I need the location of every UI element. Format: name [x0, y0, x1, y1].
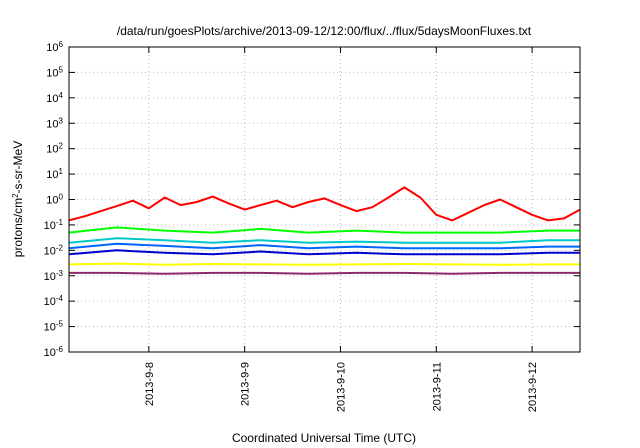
- y-tick-exponent: 6: [59, 40, 64, 49]
- y-tick-label: 10-1: [44, 217, 64, 232]
- y-tick-label: 10-6: [44, 345, 64, 360]
- chart-title: /data/run/goesPlots/archive/2013-09-12/1…: [117, 24, 532, 38]
- y-tick-base: 10: [44, 322, 56, 334]
- x-tick-label: 2013-9-9: [240, 362, 252, 406]
- y-tick-label: 101: [46, 167, 63, 182]
- y-tick-exponent: 3: [59, 116, 64, 125]
- y-tick-label: 10-2: [44, 243, 64, 257]
- y-tick-base: 10: [46, 144, 58, 156]
- y-tick-base: 10: [46, 67, 58, 79]
- y-tick-exponent: 1: [59, 167, 64, 176]
- series-line: [68, 237, 580, 244]
- x-tick-label: 2013-9-10: [335, 362, 347, 412]
- series-line: [68, 242, 580, 250]
- x-tick-label: 2013-9-12: [527, 362, 539, 412]
- series-line: [68, 226, 580, 234]
- y-tick-base: 10: [44, 347, 56, 359]
- y-axis-label: protons/cm2-s-sr-MeV: [11, 141, 26, 257]
- y-tick-base: 10: [44, 271, 56, 283]
- y-tick-exponent: 0: [59, 192, 64, 201]
- y-axis-label-pre: protons/cm: [11, 198, 25, 257]
- series-lines: [68, 186, 581, 275]
- y-axis-label-sup: 2: [11, 193, 20, 198]
- y-tick-exponent: 2: [59, 141, 64, 150]
- grid-lines: [69, 47, 580, 352]
- y-tick-exponent: -1: [56, 217, 64, 226]
- y-tick-label: 10-3: [44, 268, 64, 283]
- y-tick-label: 106: [46, 40, 63, 55]
- y-axis-label-post: -s-sr-MeV: [11, 141, 25, 194]
- y-tick-exponent: -3: [56, 268, 64, 277]
- series-line: [68, 186, 581, 222]
- y-tick-label: 10-5: [44, 319, 64, 334]
- y-tick-label: 102: [46, 141, 63, 156]
- x-axis-ticks: 2013-9-8 2013-9-9 2013-9-10 2013-9-11 2013-9…: [144, 47, 539, 412]
- y-tick-base: 10: [44, 296, 56, 308]
- x-tick-label: 2013-9-8: [144, 362, 156, 406]
- series-line: [68, 249, 580, 256]
- y-tick-exponent: 5: [59, 65, 64, 74]
- y-tick-base: 10: [46, 169, 58, 181]
- y-tick-base: 10: [46, 118, 58, 130]
- y-tick-label: 100: [46, 192, 63, 207]
- y-tick-exponent: -6: [56, 345, 64, 354]
- x-axis-label: Coordinated Universal Time (UTC): [232, 431, 416, 445]
- y-tick-base: 10: [46, 93, 58, 105]
- y-tick-label: 103: [46, 116, 63, 131]
- y-tick-exponent: -4: [56, 294, 64, 303]
- y-axis-ticks: 10-610-510-410-310-210-11001011021031041…: [44, 40, 580, 360]
- y-tick-base: 10: [46, 42, 58, 54]
- series-line: [69, 271, 580, 275]
- y-tick-label: 105: [46, 65, 63, 80]
- y-tick-exponent: 4: [59, 90, 64, 99]
- y-tick-label: 104: [46, 90, 63, 105]
- y-tick-base: 10: [46, 195, 58, 207]
- x-tick-label: 2013-9-11: [431, 362, 443, 411]
- y-tick-exponent: -2: [56, 243, 64, 252]
- series-line: [68, 262, 580, 266]
- y-tick-base: 10: [44, 245, 56, 257]
- y-tick-exponent: -5: [56, 319, 64, 328]
- y-tick-label: 10-4: [44, 294, 64, 309]
- y-tick-base: 10: [44, 220, 56, 232]
